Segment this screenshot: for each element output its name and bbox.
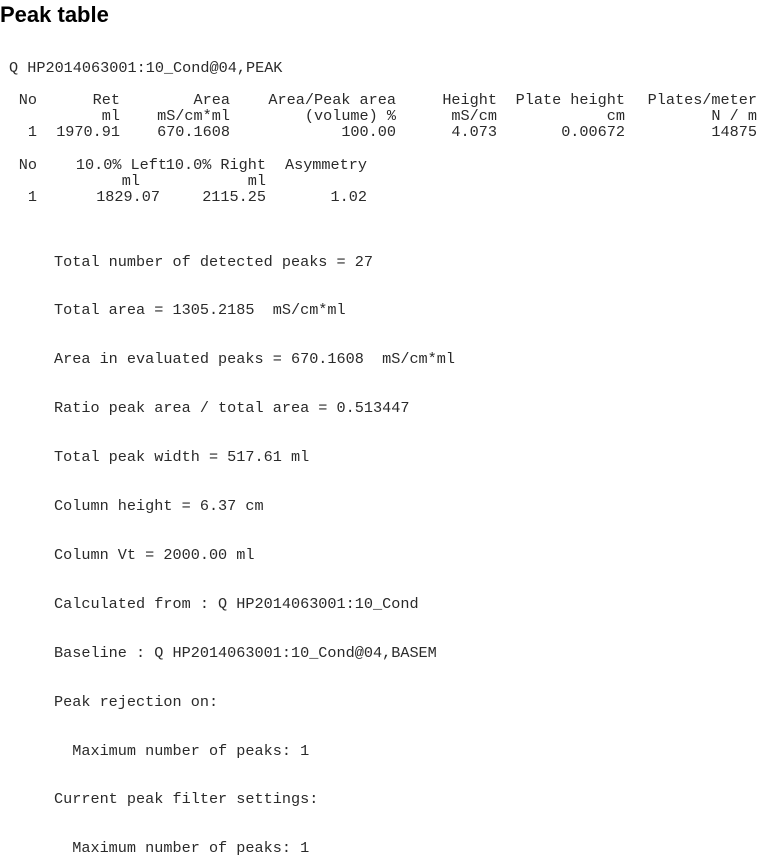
summary-line: Ratio peak area / total area = 0.513447 [54,399,410,418]
table-header-row: No Ret Area Area/Peak area Height Plate … [0,91,758,109]
table-units-row: ml ml [0,172,758,190]
cell-asymmetry: 1.02 [330,188,367,206]
cell-ret: 1970.91 [56,123,120,141]
col-left: 10.0% Left [75,156,167,174]
summary-line: Column height = 6.37 cm [54,497,264,516]
col-ret: Ret [92,91,120,109]
col-plate-height: Plate height [515,91,625,109]
summary-line: Column Vt = 2000.00 ml [54,545,255,564]
summary-line: Maximum number of peaks: 1 [54,839,310,858]
cell-plates-meter: 14875 [711,123,757,141]
unit-left: ml [121,172,140,190]
col-height: Height [442,91,497,109]
table-row: 1 1829.07 2115.25 1.02 [0,188,758,206]
summary-line: Total peak width = 517.61 ml [54,448,310,467]
source-label: Q HP2014063001:10_Cond@04,PEAK [9,59,283,77]
cell-area: 670.1608 [157,123,230,141]
unit-plates-meter: N / m [711,107,757,125]
cell-height: 4.073 [451,123,497,141]
table-row: 1 1970.91 670.1608 100.00 4.073 0.00672 … [0,123,758,141]
cell-plate-height: 0.00672 [561,123,625,141]
page-title: Peak table [0,2,109,27]
table-units-row: ml mS/cm*ml (volume) % mS/cm cm N / m [0,107,758,125]
col-right: 10.0% Right [165,156,266,174]
cell-no: 1 [27,188,37,206]
summary-line: Total number of detected peaks = 27 [54,252,373,271]
summary-line: Baseline : Q HP2014063001:10_Cond@04,BAS… [54,643,437,662]
cell-left: 1829.07 [96,188,160,206]
cell-right: 2115.25 [202,188,266,206]
summary-line: Current peak filter settings: [54,790,319,809]
summary-line: Total area = 1305.2185 mS/cm*ml [54,301,346,320]
table-header-row: No 10.0% Left 10.0% Right Asymmetry [0,156,758,174]
unit-plate-height: cm [606,107,625,125]
col-area-pct: Area/Peak area [268,91,396,109]
summary-block: Total number of detected peaks = 27 Tota… [54,221,455,866]
col-area: Area [193,91,230,109]
unit-area-pct: (volume) % [304,107,396,125]
summary-line: Peak rejection on: [54,692,219,711]
col-asymmetry: Asymmetry [284,156,367,174]
cell-area-pct: 100.00 [341,123,396,141]
summary-line: Maximum number of peaks: 1 [54,741,310,760]
cell-no: 1 [27,123,37,141]
unit-area: mS/cm*ml [157,107,230,125]
col-no: No [18,156,37,174]
unit-height: mS/cm [451,107,497,125]
summary-line: Area in evaluated peaks = 670.1608 mS/cm… [54,350,456,369]
col-plates-meter: Plates/meter [647,91,757,109]
unit-right: ml [247,172,266,190]
col-no: No [18,91,37,109]
summary-line: Calculated from : Q HP2014063001:10_Cond [54,594,419,613]
unit-ret: ml [101,107,120,125]
